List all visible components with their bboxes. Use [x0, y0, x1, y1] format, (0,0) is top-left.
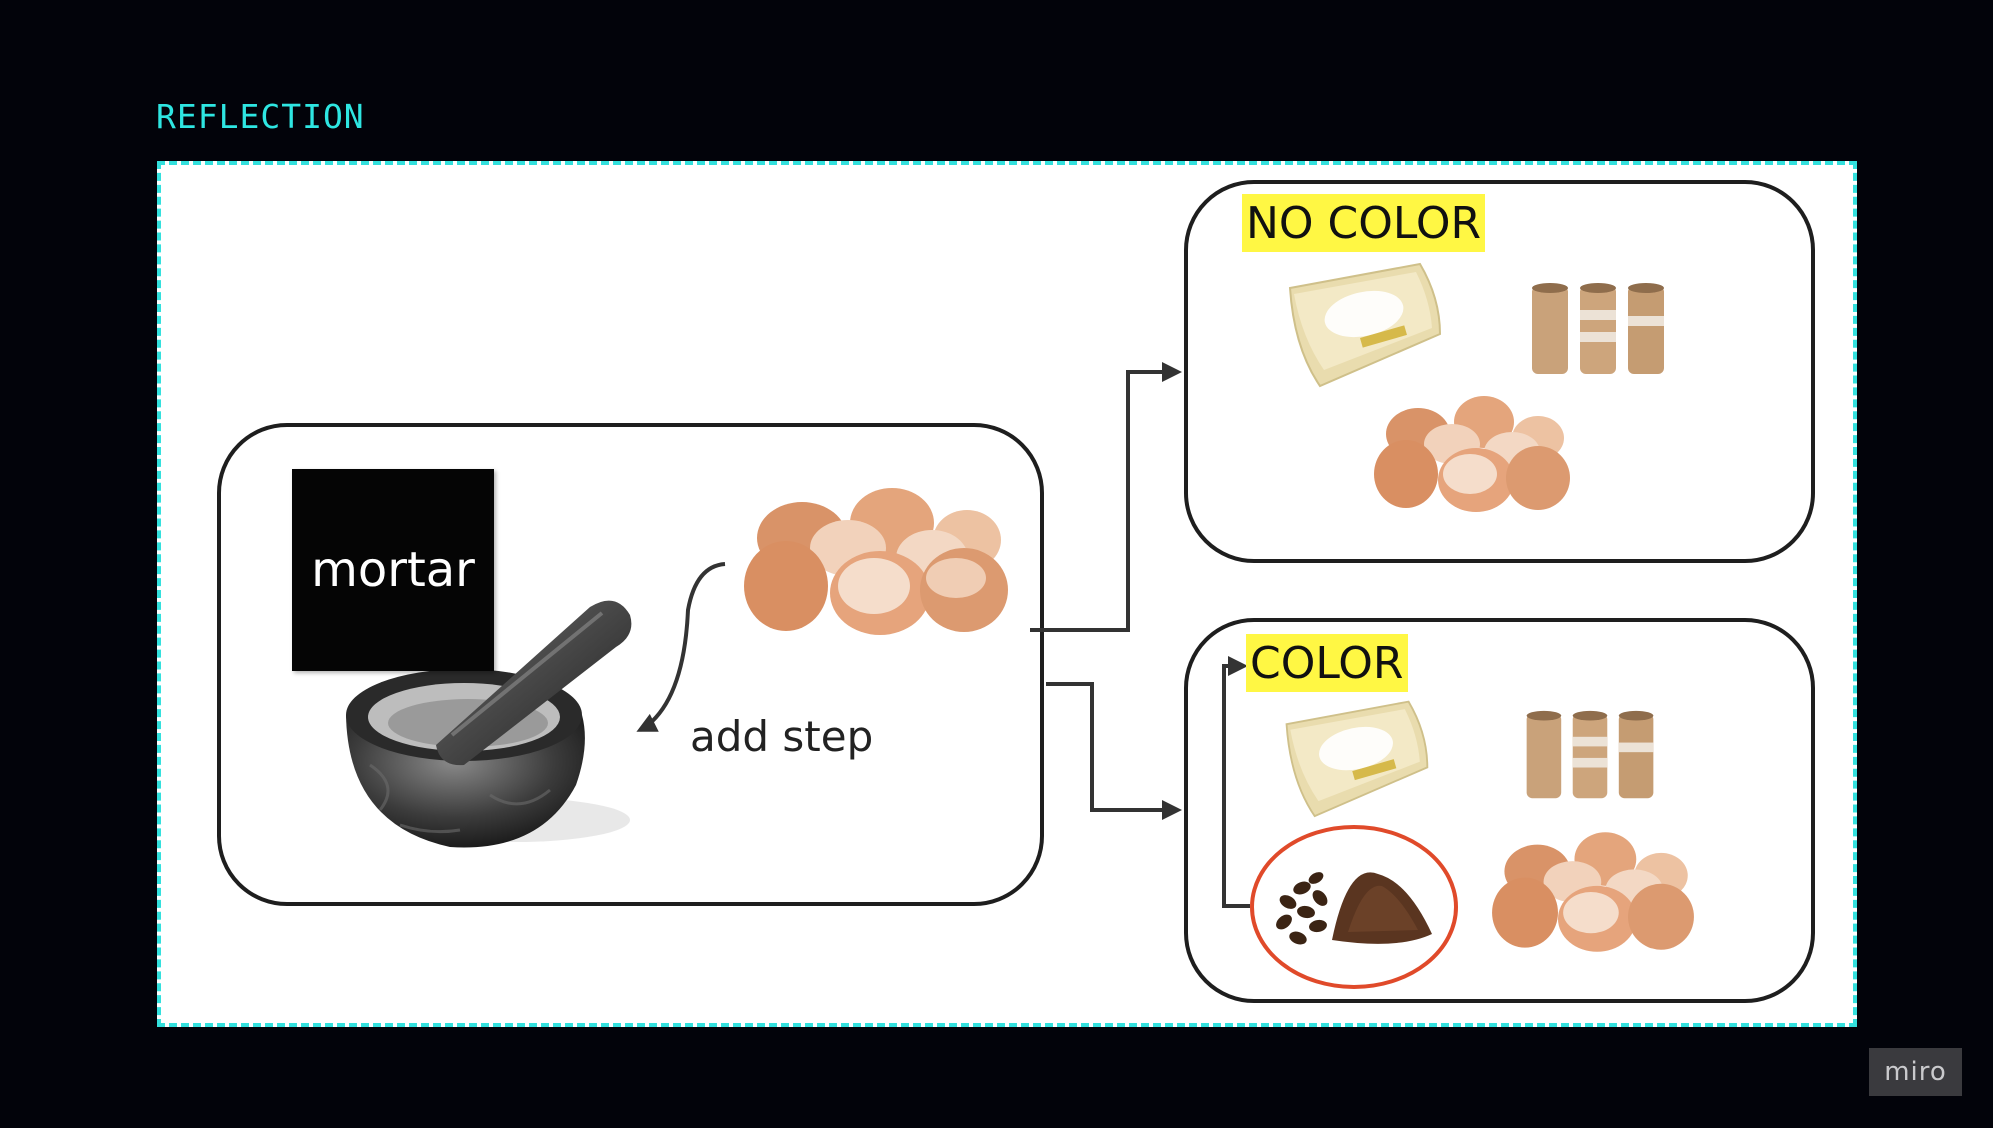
- eggshells-icon[interactable]: [1490, 828, 1696, 954]
- add-step-label[interactable]: add step: [690, 712, 874, 761]
- color-label[interactable]: COLOR: [1246, 634, 1408, 692]
- wipes-pack-icon[interactable]: [1280, 258, 1448, 388]
- no-color-label[interactable]: NO COLOR: [1242, 194, 1486, 252]
- eggshells-icon[interactable]: [742, 478, 1012, 638]
- coffee-beans-icon[interactable]: [1248, 822, 1462, 992]
- mortar-group-box[interactable]: [217, 423, 1044, 906]
- eggshells-icon[interactable]: [1372, 392, 1572, 514]
- mortar-pestle-icon[interactable]: [340, 595, 640, 855]
- cardboard-tubes-icon[interactable]: [1528, 280, 1668, 380]
- miro-logo-badge[interactable]: miro: [1869, 1048, 1962, 1096]
- wipes-pack-icon[interactable]: [1274, 696, 1438, 818]
- frame-title[interactable]: REFLECTION: [156, 97, 365, 136]
- sticky-note-text: mortar: [311, 542, 475, 598]
- cardboard-tubes-icon[interactable]: [1520, 708, 1660, 804]
- no-color-group-box[interactable]: [1184, 180, 1815, 563]
- mortar-sticky-note[interactable]: mortar: [292, 469, 494, 671]
- color-group-box[interactable]: [1184, 618, 1815, 1003]
